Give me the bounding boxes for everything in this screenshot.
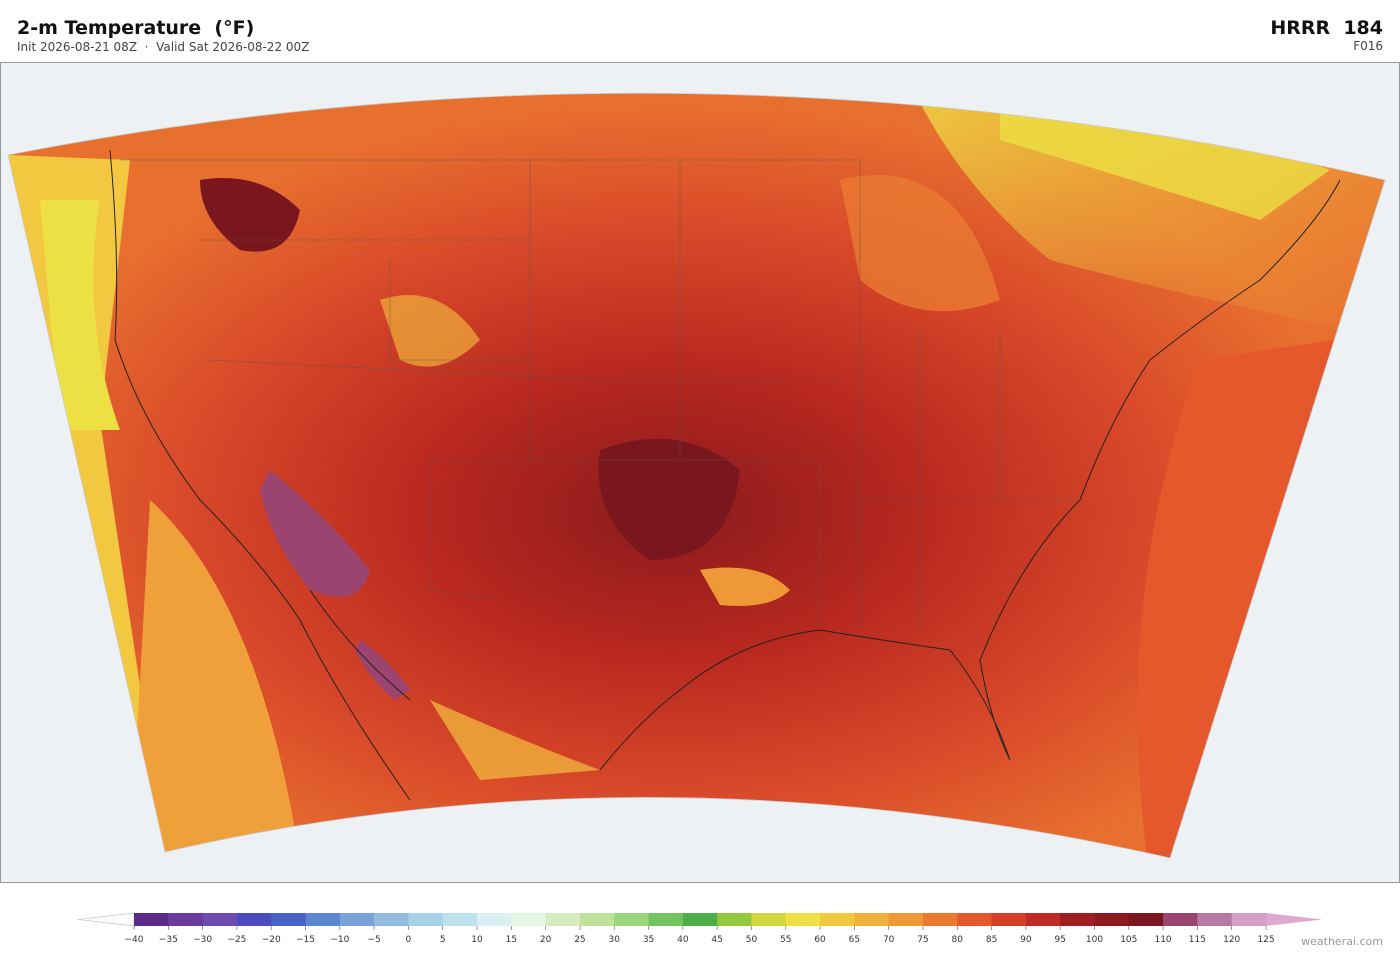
colorbar-segment xyxy=(922,913,958,926)
colorbar-tick-label: 90 xyxy=(1020,935,1032,945)
colorbar-tick-label: 75 xyxy=(917,935,928,945)
colorbar-extend-low xyxy=(77,912,135,927)
colorbar-segment xyxy=(1197,913,1233,926)
colorbar-tick-label: 100 xyxy=(1086,935,1103,945)
colorbar-tick-label: 70 xyxy=(883,935,895,945)
colorbar-segment xyxy=(751,913,787,926)
colorbar-tick-label: 55 xyxy=(780,935,791,945)
colorbar-tick-label: 5 xyxy=(440,935,446,945)
colorbar-tick-label: 45 xyxy=(711,935,722,945)
colorbar-tick-label: 10 xyxy=(471,935,483,945)
temperature-field xyxy=(8,93,1385,858)
colorbar-tick-label: 80 xyxy=(952,935,964,945)
colorbar-tick-label: 15 xyxy=(506,935,517,945)
colorbar-tick-label: 40 xyxy=(677,935,689,945)
colorbar-tick-label: 105 xyxy=(1120,935,1137,945)
colorbar-tick-label: −10 xyxy=(330,935,349,945)
forecast-hour: F016 xyxy=(1353,39,1383,53)
colorbar-extend-high xyxy=(1266,913,1322,926)
colorbar-tick-label: −30 xyxy=(193,935,212,945)
colorbar-tick-label: 65 xyxy=(849,935,860,945)
colorbar-tick-label: 110 xyxy=(1154,935,1171,945)
colorbar-tick-label: 120 xyxy=(1223,935,1240,945)
colorbar-segment xyxy=(271,913,307,926)
colorbar-tick-label: 30 xyxy=(609,935,621,945)
colorbar-segment xyxy=(442,913,478,926)
colorbar-tick-label: 115 xyxy=(1189,935,1206,945)
colorbar-tick-label: −35 xyxy=(159,935,178,945)
colorbar-segment xyxy=(1094,913,1130,926)
colorbar-tick-label: −20 xyxy=(262,935,281,945)
colorbar-segment xyxy=(820,913,855,926)
colorbar-tick-label: 0 xyxy=(406,935,412,945)
colorbar-tick-label: −25 xyxy=(227,935,246,945)
colorbar-tick-label: 125 xyxy=(1257,935,1274,945)
colorbar-segment xyxy=(888,913,924,926)
colorbar-tick-label: 20 xyxy=(540,935,552,945)
colorbar-segment xyxy=(134,913,169,926)
colorbar-tick-label: 35 xyxy=(643,935,654,945)
title: 2-m Temperature (°F) xyxy=(17,17,254,39)
colorbar-tick-label: 25 xyxy=(574,935,585,945)
colorbar-segment xyxy=(511,913,547,926)
colorbar-segment xyxy=(305,913,341,926)
colorbar-segment xyxy=(1231,913,1267,926)
subtitle: Init 2026-08-21 08Z · Valid Sat 2026-08-… xyxy=(17,40,309,54)
colorbar-segment xyxy=(168,913,204,926)
colorbar-tick-label: 60 xyxy=(814,935,826,945)
colorbar-segment xyxy=(957,913,993,926)
colorbar-tick-label: 95 xyxy=(1054,935,1065,945)
colorbar-segment xyxy=(1128,913,1164,926)
colorbar-segment xyxy=(648,913,684,926)
colorbar-segment xyxy=(236,913,272,926)
colorbar-segment xyxy=(202,913,238,926)
model: HRRR 184 xyxy=(1270,17,1383,39)
coastlines xyxy=(109,149,1341,801)
colorbar-segment xyxy=(1025,913,1061,926)
colorbar-segment xyxy=(408,913,444,926)
colorbar-tick-label: 85 xyxy=(986,935,997,945)
colorbar: −40 −35 −30 −25 −20 −15 −10 −5 0 5 10 15 20 25 30 35 40 4… xyxy=(77,912,1322,945)
colorbar-segment xyxy=(339,913,375,926)
domain-edge xyxy=(7,92,1386,859)
colorbar-segment xyxy=(717,913,752,926)
colorbar-segment xyxy=(477,913,512,926)
colorbar-segment xyxy=(1163,913,1198,926)
colorbar-segment xyxy=(374,913,409,926)
colorbar-segment xyxy=(579,913,615,926)
colorbar-tick-label: 50 xyxy=(746,935,758,945)
colorbar-segment xyxy=(1060,913,1095,926)
colorbar-tick-label: −15 xyxy=(296,935,315,945)
colorbar-tick-label: −40 xyxy=(125,935,144,945)
colorbar-segment xyxy=(854,913,890,926)
colorbar-segment xyxy=(991,913,1027,926)
colorbar-segment xyxy=(614,913,650,926)
state-borders xyxy=(120,159,1080,630)
colorbar-tick-label: −5 xyxy=(367,935,380,945)
colorbar-segment xyxy=(682,913,718,926)
colorbar-segment xyxy=(785,913,821,926)
credit: weatherai.com xyxy=(1301,935,1383,948)
colorbar-segment xyxy=(545,913,581,926)
